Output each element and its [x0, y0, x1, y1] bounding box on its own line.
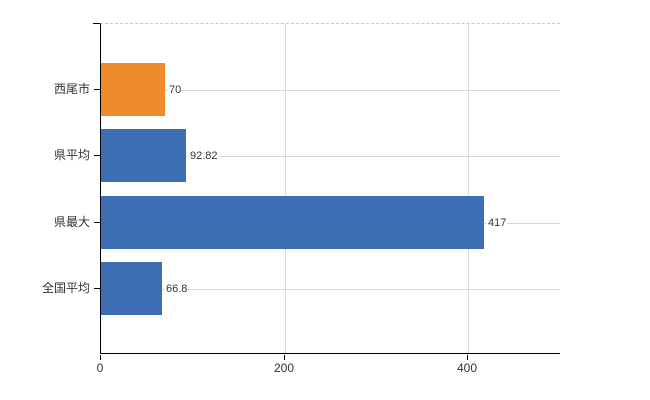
category-label: 県最大 — [53, 215, 90, 229]
bar-value-label: 417 — [487, 216, 508, 230]
y-axis-tick — [94, 155, 100, 156]
x-gridline — [285, 24, 286, 353]
y-axis-tick — [94, 222, 100, 223]
x-axis-tick — [467, 355, 468, 360]
category-gridline — [101, 156, 560, 157]
bar-default[interactable] — [101, 129, 186, 182]
x-axis-tick — [100, 355, 101, 360]
x-axis-tick-label: 200 — [273, 361, 295, 375]
bar-value-label: 66.8 — [165, 282, 189, 296]
y-axis-tick — [94, 89, 100, 90]
x-axis-tick — [284, 355, 285, 360]
bar-value-label: 70 — [168, 83, 183, 97]
category-label: 全国平均 — [41, 281, 90, 295]
category-label: 西尾市 — [53, 82, 90, 96]
bar-default[interactable] — [101, 262, 162, 315]
bar-value-label: 92.82 — [189, 149, 219, 163]
plot-area: 70 92.82 417 66.8 — [100, 23, 560, 354]
category-gridline — [101, 289, 560, 290]
bar-highlight[interactable] — [101, 63, 165, 116]
x-axis-tick-label: 400 — [456, 361, 478, 375]
x-axis-tick-label: 0 — [96, 361, 104, 375]
category-label: 県平均 — [53, 148, 90, 162]
y-axis-top-cap-tick — [93, 23, 100, 24]
category-gridline — [101, 90, 560, 91]
y-axis-tick — [94, 288, 100, 289]
x-gridline — [468, 24, 469, 353]
bar-default[interactable] — [101, 196, 484, 249]
